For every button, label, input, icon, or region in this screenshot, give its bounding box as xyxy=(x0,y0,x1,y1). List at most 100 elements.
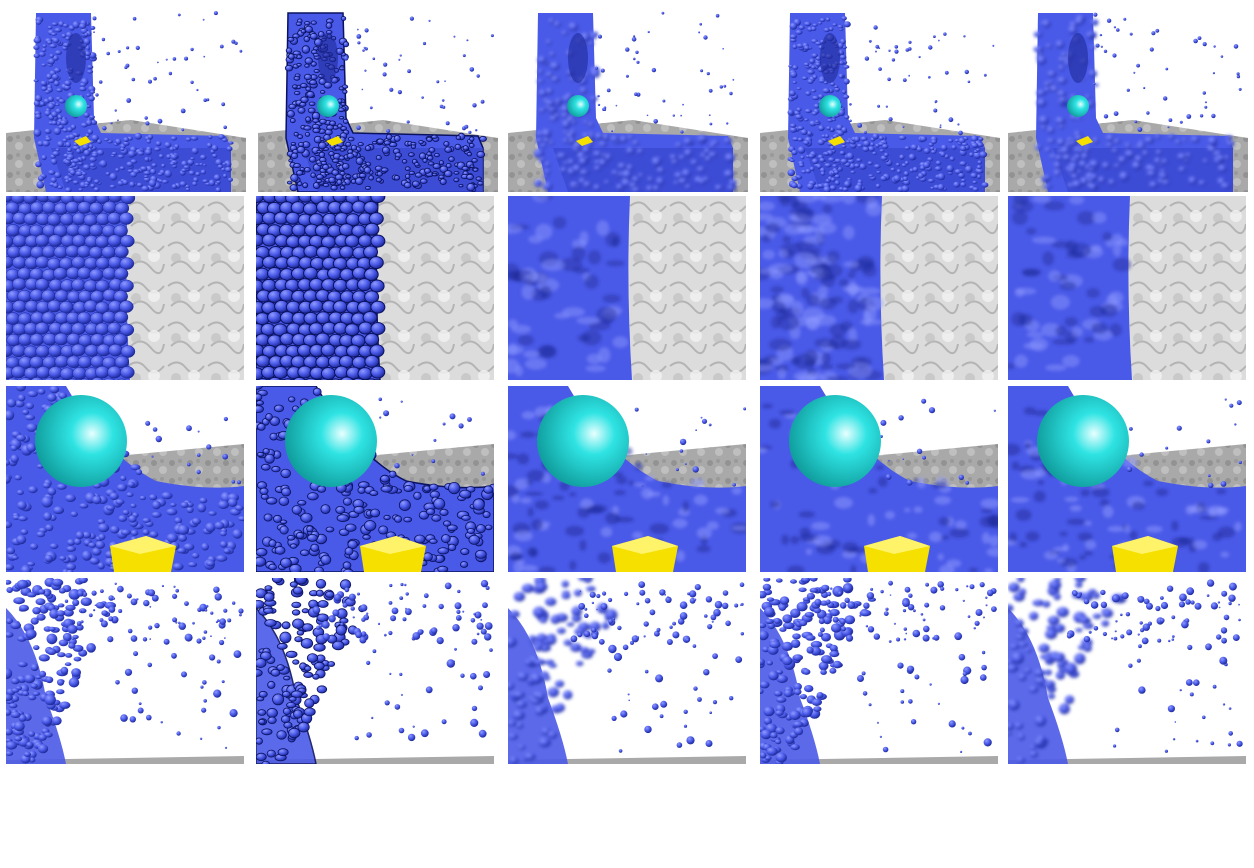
surface-ripple xyxy=(562,307,585,317)
fluid-particle xyxy=(1038,115,1049,125)
fluid-particle xyxy=(293,709,303,719)
spray-droplet xyxy=(79,609,83,613)
fluid-particle xyxy=(460,561,469,568)
fluid-particle xyxy=(37,744,49,754)
spray-droplet xyxy=(221,680,225,684)
spray-droplet xyxy=(460,673,465,678)
spray-droplet xyxy=(589,591,596,598)
spray-droplet xyxy=(476,632,480,636)
surface-ripple xyxy=(795,208,815,221)
spray-droplet xyxy=(837,591,842,596)
fluid-particle xyxy=(807,69,815,75)
fluid-particle xyxy=(544,168,551,175)
spray-droplet xyxy=(649,609,656,616)
fluid-particle xyxy=(1085,32,1093,39)
fluid-particle xyxy=(853,136,861,143)
fluid-particle xyxy=(782,614,793,624)
fluid-particle xyxy=(898,135,907,140)
spray-droplet xyxy=(442,105,446,109)
fluid-particle xyxy=(66,569,74,572)
fluid-particle xyxy=(9,621,22,630)
fluid-particle xyxy=(728,179,737,187)
fluid-particle xyxy=(626,135,635,140)
spray-droplet xyxy=(438,603,444,610)
fluid-particle xyxy=(764,755,772,761)
fluid-particle xyxy=(832,660,842,669)
spray-droplet xyxy=(841,605,845,608)
spray-droplet xyxy=(711,620,714,623)
fluid-particle xyxy=(419,152,427,160)
fluid-particle xyxy=(647,176,654,182)
fluid-particle xyxy=(208,134,213,140)
fluid-particle xyxy=(790,639,801,648)
fluid-particle xyxy=(91,153,99,158)
spray-droplet xyxy=(478,685,483,691)
fluid-particle xyxy=(459,489,472,499)
spray-droplet xyxy=(1143,598,1150,605)
fluid-particle xyxy=(1052,86,1059,92)
fluid-particle xyxy=(538,737,551,748)
fluid-particle xyxy=(303,35,310,43)
spray-droplet xyxy=(1228,731,1233,736)
fluid-particle xyxy=(362,534,371,540)
fluid-particle xyxy=(117,154,125,159)
spray-droplet xyxy=(933,634,940,641)
spray-droplet xyxy=(635,50,639,54)
fluid-particle xyxy=(1075,169,1082,174)
fluid-particle xyxy=(560,30,569,36)
fluid-particle xyxy=(837,24,844,29)
fluid-particle xyxy=(833,85,839,89)
spray-droplet xyxy=(962,671,968,677)
fluid-particle xyxy=(801,578,811,583)
fluid-particle xyxy=(6,728,13,736)
spray-droplet xyxy=(900,700,905,704)
spray-droplet xyxy=(480,618,483,621)
spray-droplet xyxy=(453,35,456,38)
fluid-particle xyxy=(155,141,162,147)
spray-droplet xyxy=(445,121,450,126)
spray-droplet xyxy=(490,34,494,38)
fluid-particle xyxy=(793,682,802,691)
fluid-particle xyxy=(358,321,374,335)
wall-closeup-col5 xyxy=(1008,196,1246,380)
surface-ripple xyxy=(860,319,883,326)
fluid-particle xyxy=(353,505,365,514)
fluid-particle xyxy=(71,256,86,269)
fluid-particle xyxy=(313,661,325,671)
spray-droplet xyxy=(913,609,916,613)
fluid-particle xyxy=(79,82,87,87)
fluid-particle xyxy=(337,98,343,104)
spray-droplet xyxy=(1100,45,1103,48)
fluid-particle xyxy=(95,540,105,549)
spray-droplet xyxy=(149,638,152,640)
fluid-particle xyxy=(550,614,561,624)
spray-droplet xyxy=(131,687,138,694)
fluid-particle xyxy=(199,497,208,504)
surface-ripple xyxy=(1052,338,1076,345)
spray-droplet xyxy=(703,35,708,40)
fluid-particle xyxy=(843,65,850,69)
fluid-particle xyxy=(154,147,161,152)
fluid-particle xyxy=(775,752,787,763)
fluid-particle xyxy=(304,665,312,672)
spray-droplet xyxy=(1165,446,1169,450)
fluid-particle xyxy=(927,157,933,162)
fluid-particle xyxy=(177,524,190,535)
spray-droplet xyxy=(181,128,185,132)
spray-droplet xyxy=(1111,637,1113,640)
fluid-particle xyxy=(542,174,549,179)
fluid-particle xyxy=(54,289,69,303)
spray-droplet xyxy=(921,398,927,404)
fluid-particle xyxy=(819,167,826,173)
spray-droplet xyxy=(475,129,478,132)
fluid-particle xyxy=(809,578,818,582)
spray-droplet xyxy=(1166,585,1174,592)
fluid-particle xyxy=(30,683,38,689)
surface-ripple xyxy=(1092,212,1107,224)
spray-droplet xyxy=(388,473,391,476)
fluid-particle xyxy=(856,158,862,163)
fluid-particle xyxy=(113,224,128,238)
fluid-particle xyxy=(910,144,918,151)
fluid-particle xyxy=(806,646,814,654)
